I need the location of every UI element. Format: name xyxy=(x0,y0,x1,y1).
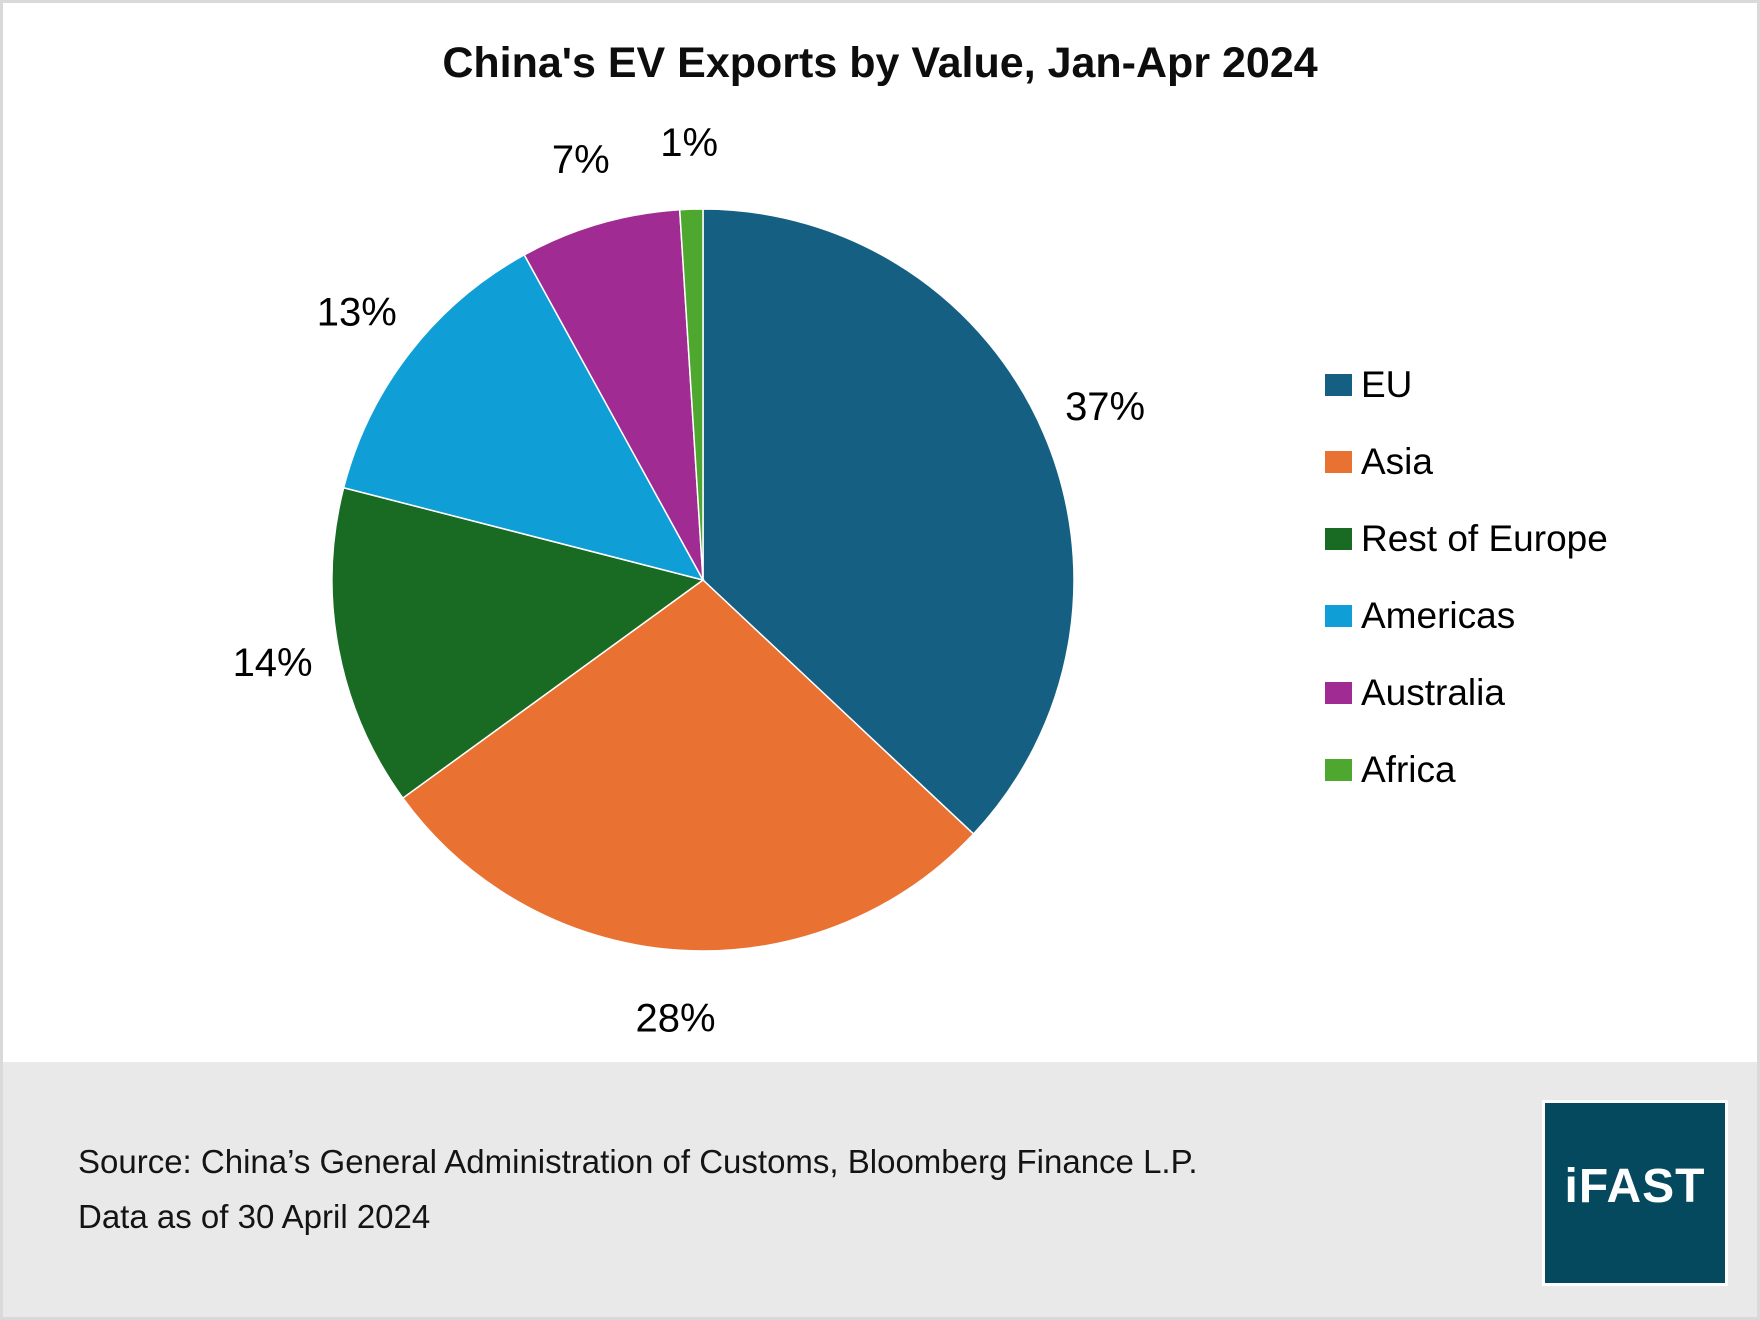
data-label-eu: 37% xyxy=(1065,385,1145,429)
pie-slice-americas xyxy=(342,253,705,582)
legend-item-asia: Asia xyxy=(1325,423,1608,500)
pie-slice-eu xyxy=(702,208,1075,836)
legend-swatch-australia xyxy=(1325,681,1352,704)
source-line-1: Source: China’s General Administration o… xyxy=(78,1143,1198,1180)
legend: EU Asia Rest of Europe Americas Australia Afr… xyxy=(1325,346,1608,808)
data-label-asia: 28% xyxy=(635,996,715,1040)
legend-item-rest-of-europe: Rest of Europe xyxy=(1325,500,1608,577)
legend-item-eu: EU xyxy=(1325,346,1608,423)
data-label-australia: 7% xyxy=(552,138,610,182)
legend-item-africa: Africa xyxy=(1325,731,1608,808)
ifast-logo: iFAST xyxy=(1545,1103,1725,1283)
source-text: Source: China’s General Administration o… xyxy=(78,1134,1198,1244)
legend-label-americas: Americas xyxy=(1361,594,1516,636)
legend-label-asia: Asia xyxy=(1361,440,1433,482)
legend-label-africa: Africa xyxy=(1361,748,1456,790)
data-label-americas: 13% xyxy=(317,291,397,335)
legend-item-americas: Americas xyxy=(1325,577,1608,654)
source-line-2: Data as of 30 April 2024 xyxy=(78,1198,431,1235)
chart-title: China's EV Exports by Value, Jan-Apr 202… xyxy=(442,39,1318,87)
pie-chart: 37% 28% 14% 13% 7% 1% xyxy=(233,121,1146,1040)
pie-slice-rest-of-europe xyxy=(331,486,705,800)
pie-slice-australia xyxy=(523,208,704,581)
pie-slice-africa xyxy=(678,208,704,581)
data-label-rest-of-europe: 14% xyxy=(233,641,313,685)
legend-swatch-africa xyxy=(1325,758,1352,781)
legend-item-australia: Australia xyxy=(1325,654,1608,731)
legend-label-rest-of-europe: Rest of Europe xyxy=(1361,517,1608,559)
pie-slice-asia xyxy=(401,579,975,952)
legend-swatch-rest-of-europe xyxy=(1325,527,1352,550)
ifast-logo-text: iFAST xyxy=(1564,1159,1706,1213)
data-label-africa: 1% xyxy=(660,121,718,165)
legend-label-australia: Australia xyxy=(1361,671,1505,713)
legend-swatch-eu xyxy=(1325,373,1352,396)
legend-label-eu: EU xyxy=(1361,363,1413,405)
legend-swatch-americas xyxy=(1325,604,1352,627)
footer-band: Source: China’s General Administration o… xyxy=(3,1062,1757,1317)
legend-swatch-asia xyxy=(1325,450,1352,473)
